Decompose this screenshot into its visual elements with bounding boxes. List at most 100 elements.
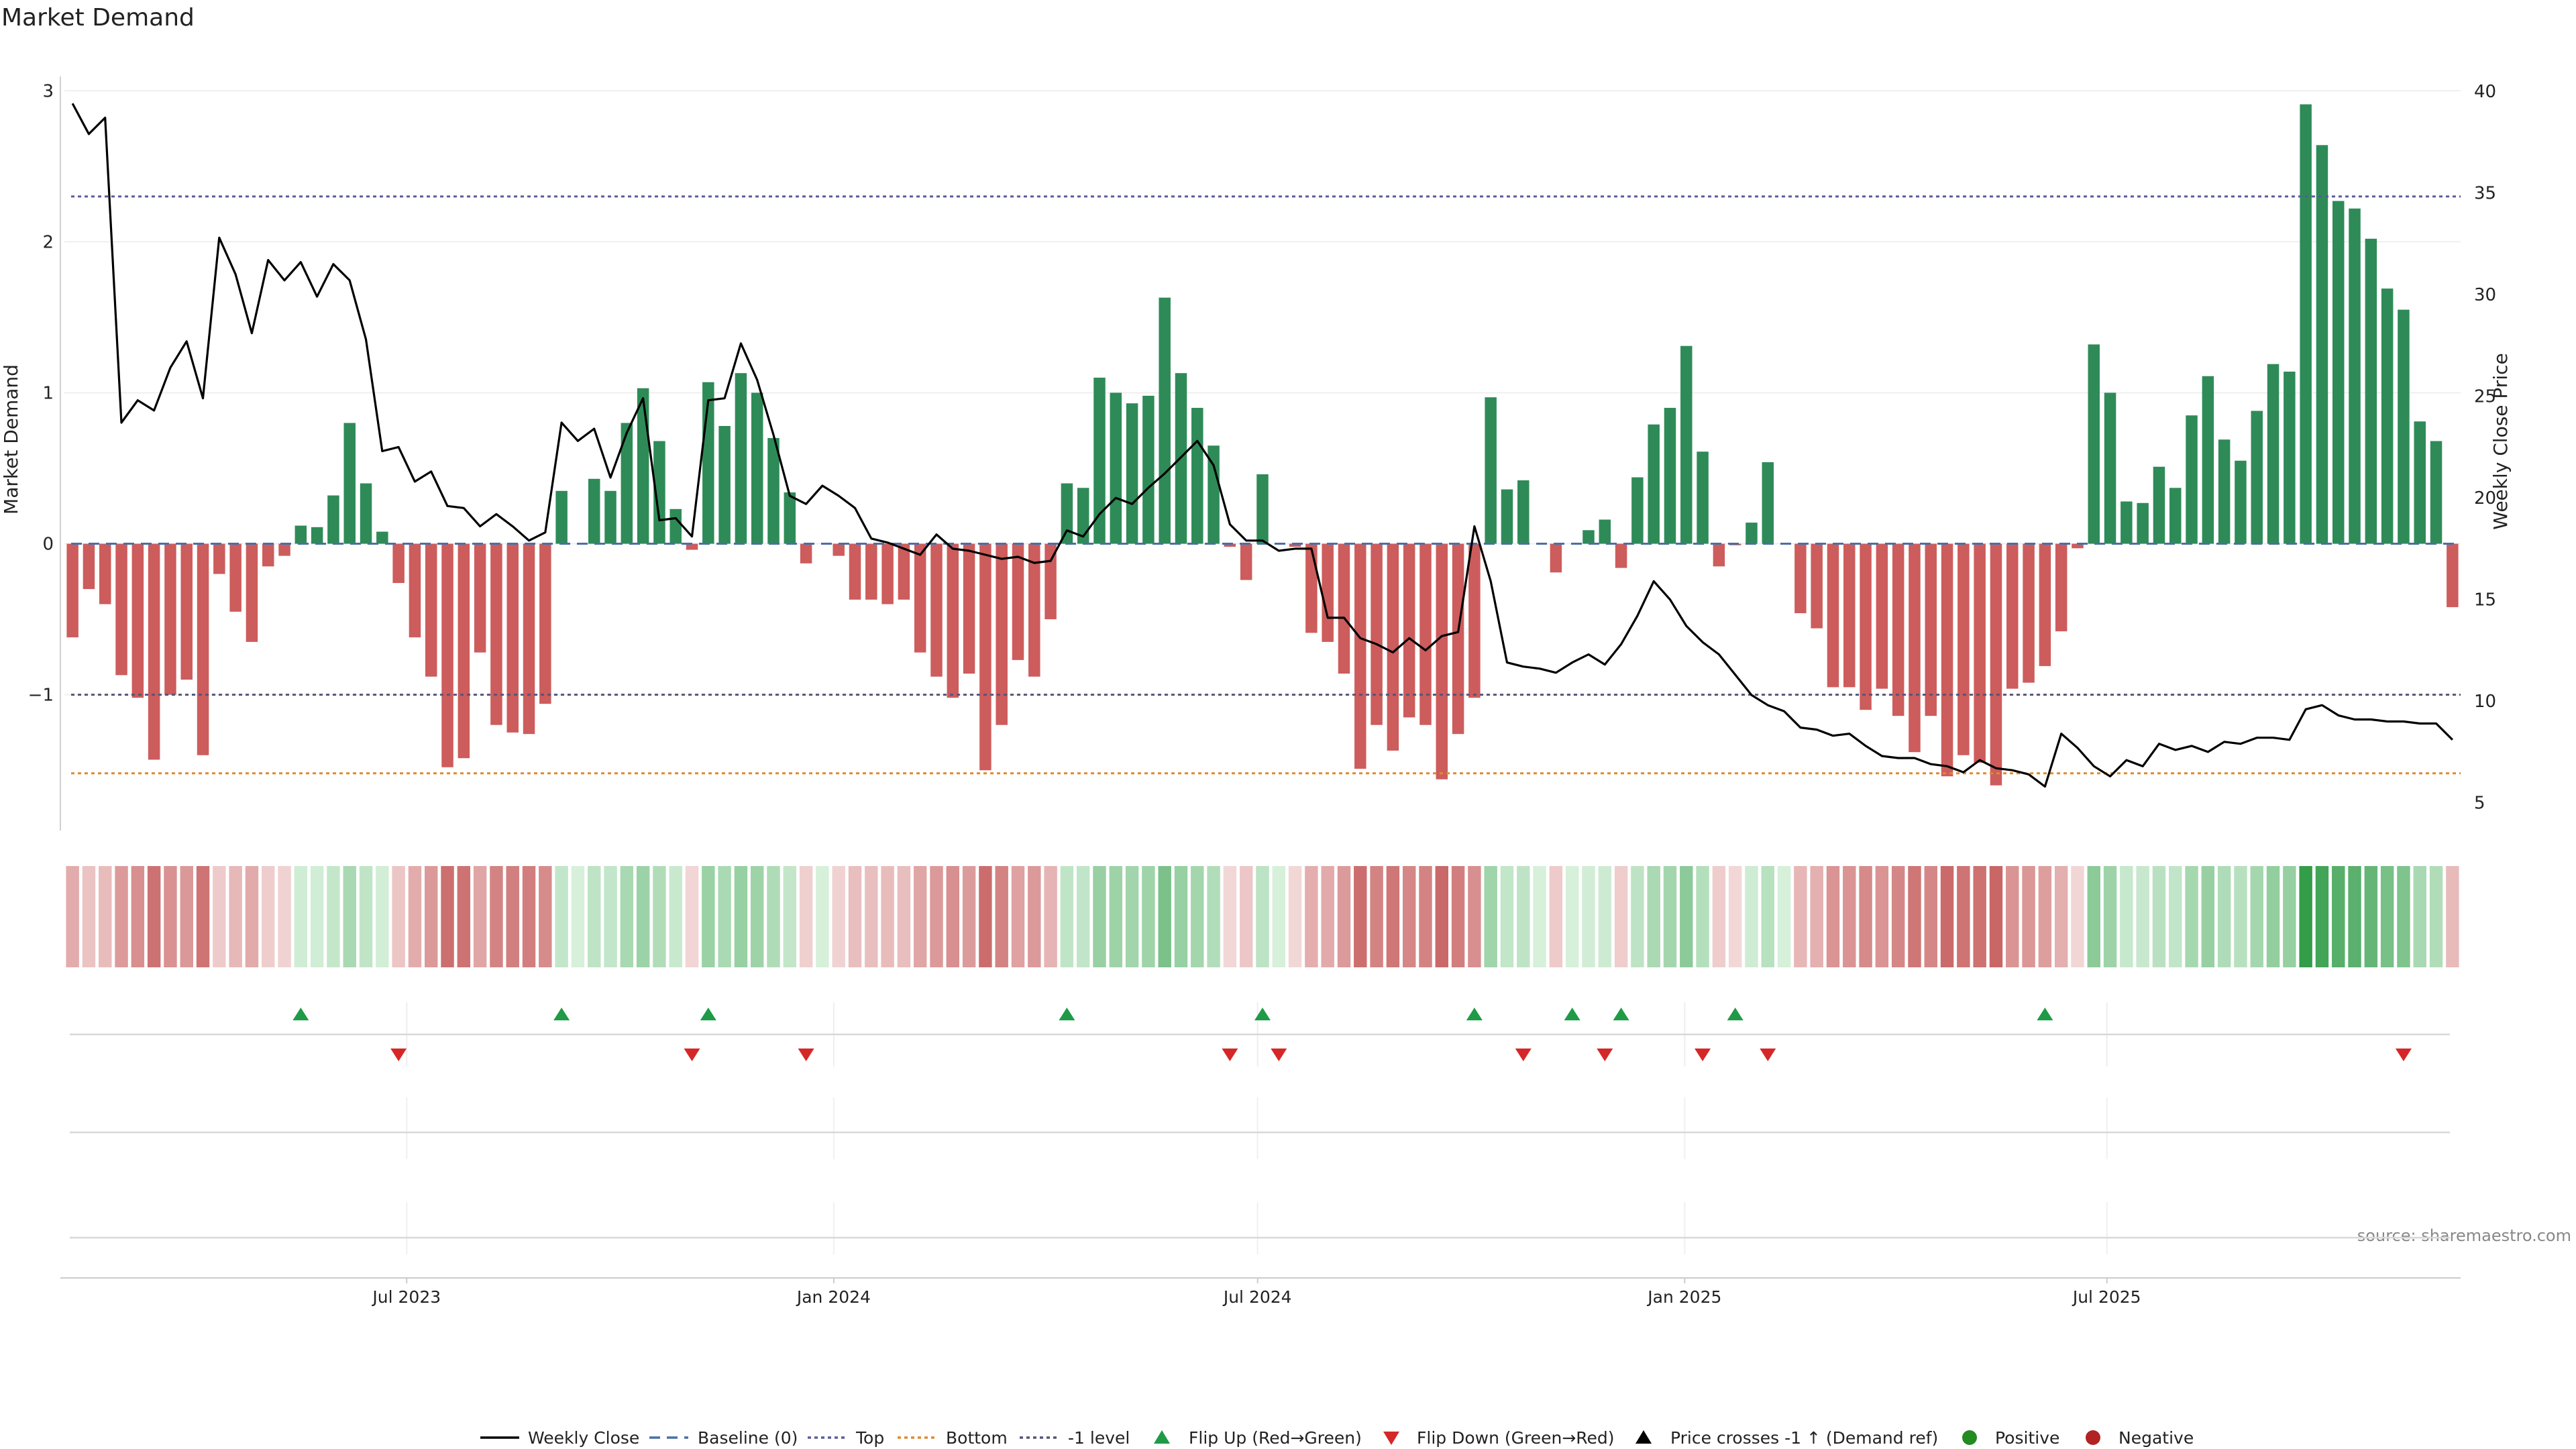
- demand-bar: [148, 543, 160, 760]
- heat-cell: [2152, 866, 2166, 967]
- legend-label-minus-one: -1 level: [1068, 1428, 1130, 1448]
- heat-cell: [2201, 866, 2215, 967]
- demand-bar: [686, 543, 698, 550]
- legend-swatch-positive: [1962, 1430, 1977, 1445]
- x-tick-label: Jul 2025: [2072, 1287, 2141, 1307]
- demand-bar: [996, 543, 1008, 725]
- heat-cell: [1875, 866, 1889, 967]
- heat-cell: [229, 866, 242, 967]
- legend: Weekly Close Baseline (0) Top Bottom -1 leve…: [480, 1428, 2194, 1448]
- heat-cell: [2315, 866, 2329, 967]
- demand-bar: [588, 478, 600, 544]
- heat-cell: [408, 866, 422, 967]
- heat-cell: [425, 866, 438, 967]
- demand-bar: [637, 388, 649, 544]
- demand-bar: [1028, 543, 1040, 677]
- demand-bar: [1126, 403, 1138, 544]
- heat-cell: [1125, 866, 1139, 967]
- heat-cell: [832, 866, 845, 967]
- heat-cell: [1044, 866, 1057, 967]
- demand-bar: [849, 543, 861, 600]
- y-tick-label: 3: [42, 81, 54, 101]
- demand-bar: [539, 543, 551, 704]
- demand-bar: [621, 423, 633, 544]
- legend-label-top: Top: [855, 1428, 884, 1448]
- demand-bar: [1697, 451, 1709, 544]
- y2-tick-label: 5: [2474, 794, 2485, 814]
- heat-cell: [1843, 866, 1856, 967]
- flip-up-marker: [1613, 1008, 1629, 1020]
- demand-bar: [1680, 345, 1693, 544]
- demand-bar: [311, 527, 323, 544]
- demand-bar: [1110, 392, 1122, 544]
- heat-cell: [865, 866, 878, 967]
- heat-cell: [881, 866, 894, 967]
- demand-bar: [2235, 460, 2247, 544]
- x-tick-label: Jan 2024: [796, 1287, 871, 1307]
- demand-bar: [2447, 543, 2459, 608]
- demand-bar: [294, 525, 307, 544]
- heat-cell: [1647, 866, 1660, 967]
- legend-label-flip-up: Flip Up (Red→Green): [1189, 1428, 1362, 1448]
- heat-cell: [2332, 866, 2345, 967]
- heat-cell: [1614, 866, 1628, 967]
- demand-bar: [1338, 543, 1350, 674]
- legend-swatch-negative: [2086, 1430, 2100, 1445]
- demand-bar: [669, 508, 682, 544]
- heat-cell: [1223, 866, 1237, 967]
- heat-cell: [99, 866, 112, 967]
- heat-cell: [1745, 866, 1758, 967]
- demand-bar: [1941, 543, 1953, 777]
- heat-cell: [1810, 866, 1823, 967]
- heat-cell: [213, 866, 226, 967]
- demand-bar: [278, 543, 290, 556]
- auxiliary-panels: [70, 1097, 2450, 1254]
- heat-cell: [1191, 866, 1204, 967]
- x-tick-label: Jul 2023: [371, 1287, 441, 1307]
- heat-cell: [2234, 866, 2247, 967]
- chart-title: Market Demand: [1, 4, 195, 32]
- legend-label-weekly-close: Weekly Close: [528, 1428, 639, 1448]
- demand-bar: [506, 543, 519, 733]
- demand-bar: [1387, 543, 1399, 751]
- heat-cell: [1500, 866, 1514, 967]
- legend-swatch-flip-down: [1383, 1432, 1399, 1445]
- legend-label-positive: Positive: [1995, 1428, 2059, 1448]
- y2-tick-label: 15: [2474, 590, 2496, 610]
- demand-bar: [229, 543, 241, 612]
- demand-bar: [1631, 477, 1644, 544]
- heat-cell: [2217, 866, 2231, 967]
- demand-bar: [2039, 543, 2051, 666]
- heat-cell: [1354, 866, 1367, 967]
- demand-bar: [1909, 543, 1921, 753]
- demand-bar: [1093, 377, 1106, 544]
- heat-cell: [2299, 866, 2312, 967]
- demand-bar: [1827, 543, 1839, 688]
- demand-bar: [914, 543, 926, 653]
- heat-cell: [1973, 866, 1986, 967]
- heat-cell: [1680, 866, 1693, 967]
- date-axis: Jul 2023 Jan 2024 Jul 2024 Jan 2025 Jul 2025: [60, 1277, 2461, 1307]
- demand-bar: [604, 490, 616, 544]
- demand-bar: [1648, 424, 1660, 544]
- heat-cell: [1582, 866, 1595, 967]
- demand-bar: [2169, 488, 2182, 544]
- heat-cell: [1207, 866, 1220, 967]
- heat-cell: [1011, 866, 1025, 967]
- demand-bar: [1208, 445, 1220, 544]
- demand-bar: [1599, 519, 1611, 544]
- heat-cell: [1028, 866, 1041, 967]
- demand-bar: [555, 490, 568, 544]
- flip-down-marker: [684, 1049, 700, 1061]
- legend-swatch-price-cross: [1635, 1430, 1652, 1444]
- heat-cell: [2266, 866, 2280, 967]
- y2-tick-label: 40: [2474, 82, 2496, 102]
- heat-cell: [1060, 866, 1074, 967]
- heat-cell: [555, 866, 568, 967]
- demand-bar: [2055, 543, 2068, 632]
- demand-bar: [1354, 543, 1366, 769]
- demand-bar: [1468, 543, 1481, 698]
- heat-cell: [897, 866, 911, 967]
